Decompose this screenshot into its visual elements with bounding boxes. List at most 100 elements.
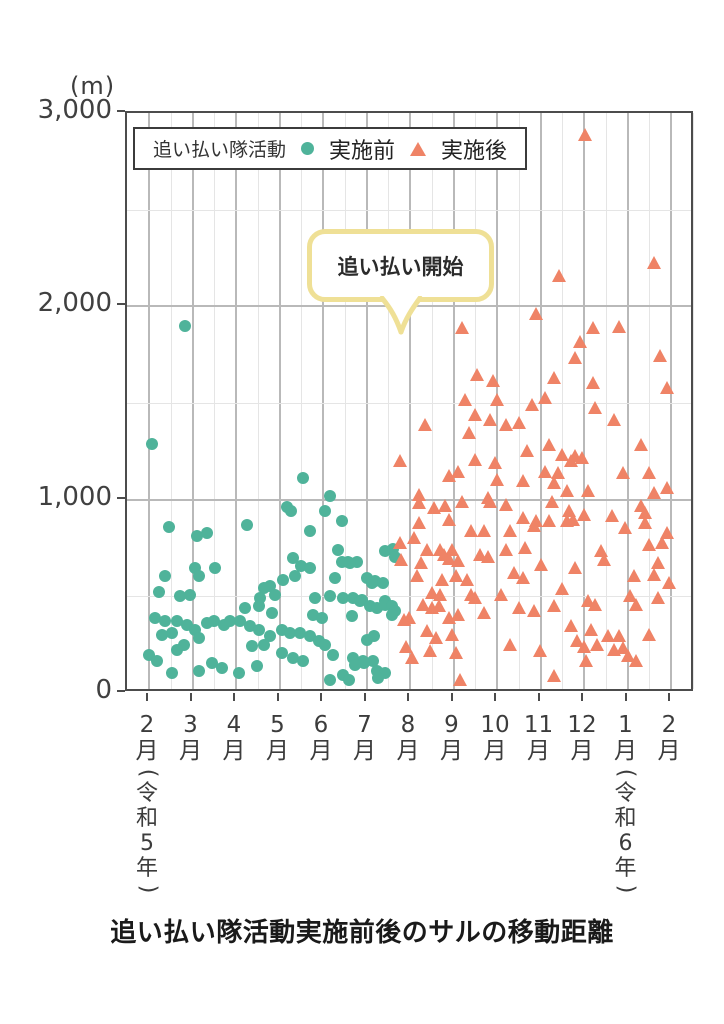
data-point-after <box>585 321 600 335</box>
data-point-after <box>396 613 411 627</box>
x-tick-label-month-suffix: 月 <box>309 738 333 764</box>
x-tick-mark <box>624 693 627 701</box>
y-tick-mark <box>117 690 125 692</box>
x-tick-label: 2 月 (令和 5 年) <box>129 712 165 897</box>
data-point-after <box>633 438 648 452</box>
x-year-label-char: 令 <box>614 781 637 806</box>
gridline-vertical-minor <box>388 113 390 689</box>
x-tick-mark <box>450 693 453 701</box>
gridline-vertical-major <box>278 113 281 689</box>
data-point-after <box>642 466 657 480</box>
x-year-label-char: 和 <box>135 806 158 831</box>
data-point-after <box>411 515 426 529</box>
data-point-before <box>253 624 266 637</box>
data-point-before <box>265 606 278 619</box>
data-point-after <box>529 306 544 320</box>
data-point-after <box>481 490 496 504</box>
data-point-after <box>448 646 463 660</box>
data-point-before <box>153 586 165 599</box>
data-point-after <box>659 480 674 494</box>
data-point-before <box>329 571 342 584</box>
gridline-vertical-minor <box>475 113 477 689</box>
x-tick-mark <box>407 693 409 701</box>
data-point-before <box>349 658 362 671</box>
data-point-before <box>323 489 336 502</box>
data-point-before <box>323 590 336 603</box>
data-point-after <box>435 572 450 586</box>
data-point-after <box>516 570 531 584</box>
data-point-before <box>303 524 316 537</box>
data-point-before <box>209 562 222 575</box>
data-point-before <box>243 620 256 633</box>
data-point-after <box>587 400 602 414</box>
x-tick-label-month-number: 6 <box>313 712 329 738</box>
data-point-after <box>661 575 676 589</box>
data-point-after <box>481 549 496 563</box>
legend-title: 追い払い隊活動 <box>153 139 287 161</box>
gridline-vertical-major <box>148 113 150 689</box>
x-tick-mark <box>537 693 540 701</box>
data-point-after <box>429 630 444 644</box>
data-point-before <box>159 614 172 627</box>
data-point-after <box>590 637 605 651</box>
data-point-before <box>296 472 309 485</box>
data-point-after <box>546 669 561 683</box>
data-point-before <box>149 611 162 624</box>
data-point-before <box>166 666 179 679</box>
gridline-vertical-major <box>322 113 324 689</box>
x-tick-label-month-suffix: 月 <box>353 738 376 764</box>
data-point-before <box>253 600 266 612</box>
legend-marker-before-icon <box>301 142 315 155</box>
data-point-after <box>581 483 596 497</box>
data-point-after <box>572 335 587 348</box>
gridline-vertical-major <box>365 113 368 689</box>
data-point-before <box>193 570 206 583</box>
data-point-after <box>563 453 578 467</box>
x-tick-mark <box>276 693 279 701</box>
y-tick-mark <box>117 303 125 306</box>
data-point-before <box>159 570 172 583</box>
x-tick-mark <box>668 693 670 701</box>
y-axis-unit-label: (m) <box>70 72 116 100</box>
data-point-before <box>296 655 309 668</box>
data-point-after <box>476 523 491 537</box>
data-point-before <box>207 615 220 628</box>
x-year-label-char: 5 <box>140 831 154 856</box>
data-point-after <box>455 321 470 335</box>
data-point-after <box>637 515 652 529</box>
data-point-before <box>206 657 219 670</box>
chart-title: 追い払い隊活動実施前後のサルの移動距離 <box>110 918 614 948</box>
gridline-horizontal-minor <box>127 209 691 211</box>
data-point-after <box>655 536 670 550</box>
data-point-after <box>392 453 407 467</box>
x-tick-mark <box>581 693 583 701</box>
data-point-after <box>437 499 452 513</box>
data-point-after <box>520 444 535 458</box>
data-point-before <box>327 649 339 662</box>
gridline-vertical-minor <box>562 113 564 689</box>
x-year-label-paren-open: ( <box>613 768 639 778</box>
data-point-before <box>146 437 159 450</box>
data-point-after <box>559 513 574 527</box>
gridline-vertical-major <box>409 113 411 689</box>
gridline-vertical-major <box>235 113 237 689</box>
data-point-before <box>332 543 345 556</box>
data-point-before <box>216 661 229 674</box>
data-point-before <box>173 590 186 603</box>
data-point-after <box>463 524 478 538</box>
y-tick-label: 0 <box>95 675 112 705</box>
data-point-after <box>552 269 567 283</box>
data-point-after <box>407 531 422 545</box>
data-point-after <box>433 588 448 602</box>
data-point-after <box>524 397 539 411</box>
gridline-vertical-major <box>670 113 672 689</box>
x-tick-label-month-suffix: 月 <box>527 738 550 764</box>
data-point-after <box>516 474 531 488</box>
gridline-vertical-major <box>191 113 194 689</box>
data-point-after <box>455 494 470 508</box>
